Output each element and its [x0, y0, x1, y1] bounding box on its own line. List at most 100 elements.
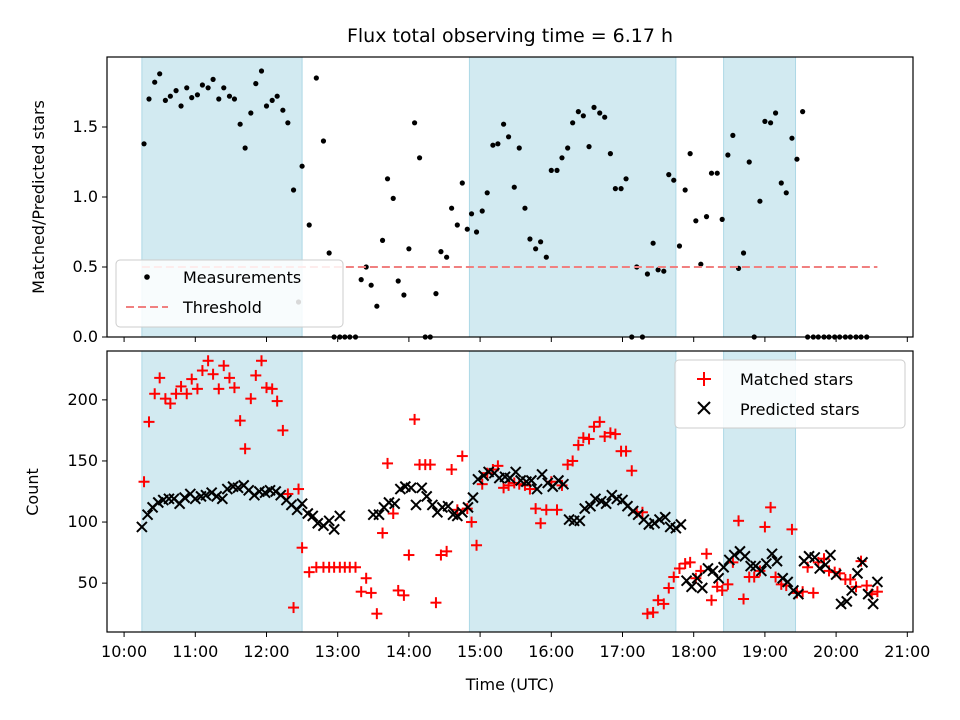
predicted-star-point [717, 561, 730, 573]
legend-predicted-marker [697, 401, 711, 415]
bottom-plot-frame [106, 350, 914, 633]
measurement-point [693, 218, 699, 224]
predicted-star-point [771, 555, 783, 567]
y-tick-label-2-1: 100 [67, 512, 98, 531]
matched-star-point [392, 584, 404, 596]
predicted-star-point [189, 493, 201, 505]
measurement-point [772, 110, 779, 116]
measurement-point [157, 71, 163, 77]
predicted-star-point [659, 511, 671, 523]
measurement-point [740, 250, 747, 256]
matched-star-point [706, 594, 717, 606]
matched-star-point [609, 428, 621, 440]
predicted-star-point [696, 582, 708, 594]
predicted-star-point [579, 502, 591, 515]
matched-star-point [456, 450, 468, 462]
measurement-point [210, 76, 216, 82]
measurement-point [152, 79, 158, 85]
measurement-point [285, 120, 291, 126]
measurement-point [299, 163, 305, 169]
predicted-star-point [600, 498, 612, 510]
measurement-point [320, 138, 327, 144]
bottom-legend: Matched stars Predicted stars [674, 359, 906, 429]
bottom-y-axis: 50 100 150 200 [67, 390, 107, 592]
measurement-point [778, 180, 784, 186]
matched-star-point [641, 608, 653, 620]
measurement-point [554, 167, 560, 173]
y-tick-label-1-2: 1.0 [73, 187, 98, 206]
predicted-star-point [691, 572, 703, 584]
measurement-point [661, 268, 667, 274]
measurement-point [411, 120, 418, 126]
predicted-star-point [334, 510, 346, 522]
matched-star-point [599, 431, 611, 443]
measurement-point [671, 177, 677, 183]
measurement-point [444, 254, 450, 260]
top-legend: Measurements Threshold [115, 259, 344, 328]
predicted-star-point [232, 482, 244, 494]
predicted-star-point [467, 491, 479, 504]
count-points [136, 355, 884, 620]
matched-star-point [716, 584, 728, 596]
measurement-point [533, 246, 539, 252]
predicted-star-point [410, 499, 422, 511]
matched-star-point [382, 457, 394, 469]
x-tick-label-2: 12:00 [243, 642, 289, 661]
measurement-point [800, 109, 806, 115]
matched-star-point [636, 506, 648, 518]
measurement-point [591, 104, 597, 110]
predicted-star-point [472, 473, 484, 485]
measurement-point [226, 93, 233, 99]
measurement-point [306, 222, 312, 228]
matched-star-point [540, 504, 552, 516]
x-tick-label-5: 15:00 [457, 642, 503, 661]
measurement-point [495, 141, 501, 147]
predicted-star-point [420, 490, 433, 503]
matched-star-point [770, 571, 782, 583]
matched-star-point [738, 593, 750, 605]
shaded-interval-2 [468, 350, 677, 633]
predicted-star-point [675, 518, 687, 531]
matched-star-point [293, 483, 305, 495]
measurement-point [401, 292, 407, 298]
predicted-star-point [509, 466, 522, 478]
measurement-point [454, 222, 460, 228]
measurement-point [783, 190, 789, 196]
matched-star-point [403, 549, 415, 561]
predicted-star-point [323, 515, 335, 527]
matched-star-point [797, 586, 809, 598]
matched-star-point [765, 501, 777, 513]
measurement-point [406, 246, 412, 252]
matched-star-point [435, 549, 447, 561]
matched-star-point [365, 587, 377, 599]
matched-star-point [626, 465, 638, 477]
matched-star-point [175, 380, 187, 392]
matched-star-point [441, 545, 453, 557]
matched-star-point [572, 439, 584, 451]
bottom-legend-box [674, 359, 906, 429]
matched-star-point [186, 373, 198, 385]
matched-star-point [170, 388, 182, 400]
measurement-point [522, 205, 528, 211]
matched-star-point [223, 372, 235, 384]
predicted-star-point [536, 468, 548, 481]
matched-star-point [583, 433, 595, 445]
matched-star-point [138, 476, 150, 488]
predicted-star-point [792, 588, 805, 600]
predicted-star-point [307, 510, 319, 522]
matched-star-point [604, 427, 616, 439]
shaded-interval-3 [723, 56, 797, 338]
x-tick-label-6: 16:00 [528, 642, 574, 661]
measurement-point [650, 240, 656, 246]
x-tick-label-10: 20:00 [813, 642, 859, 661]
matched-star-point [202, 355, 214, 367]
y-tick-label-1-3: 1.5 [73, 117, 98, 136]
predicted-star-point [442, 500, 454, 512]
measurement-point [655, 267, 661, 273]
measurement-point [253, 81, 259, 87]
measurement-point [459, 180, 465, 186]
matched-star-point [786, 523, 798, 535]
matched-star-point [218, 360, 230, 372]
matched-star-point [701, 548, 713, 560]
